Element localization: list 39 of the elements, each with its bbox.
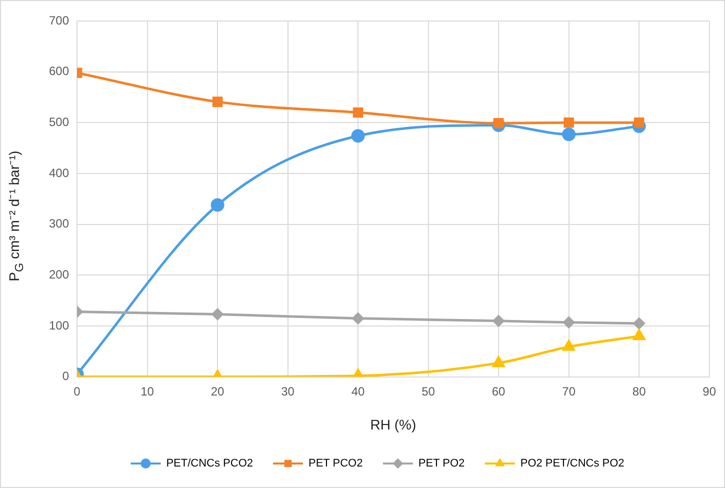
point [492,356,505,368]
legend-label: PET/CNCs PCO2 [166,458,254,470]
point [493,118,504,128]
x-tick-label: 20 [210,384,225,398]
x-tick-label: 30 [281,384,295,398]
legend-label: PET PCO2 [308,458,363,470]
point [633,318,645,330]
y-tick-label: 700 [48,13,70,28]
x-tick-label: 60 [492,384,506,398]
x-tick-label: 90 [702,384,716,398]
point [562,128,576,142]
x-tick-label: 0 [74,384,81,398]
point [210,198,224,212]
legend-label: PET PO2 [418,458,465,470]
y-tick-label: 100 [48,318,70,332]
point [352,107,364,118]
point [634,118,644,128]
point [352,312,364,324]
y-tick-label: 500 [48,114,70,129]
y-tick-label: 0 [62,369,70,384]
x-tick-label: 80 [632,384,646,398]
point [212,96,223,107]
y-tick-label: 300 [48,216,70,231]
point [563,316,575,328]
point [492,315,504,327]
point [562,340,575,351]
x-tick-label: 50 [422,384,436,398]
point [633,329,646,340]
x-tick-label: 70 [562,384,576,398]
x-tick-label: 10 [140,384,154,398]
y-tick-label: 600 [48,64,70,78]
point [351,129,365,143]
legend-label: PO2 PET/CNCs PO2 [520,458,624,470]
y-tick-label: 200 [48,267,70,282]
point [212,308,224,320]
point [564,118,574,128]
x-tick-label: 40 [351,384,366,398]
x-axis-title: RH (%) [370,416,416,432]
y-tick-label: 400 [48,166,70,180]
